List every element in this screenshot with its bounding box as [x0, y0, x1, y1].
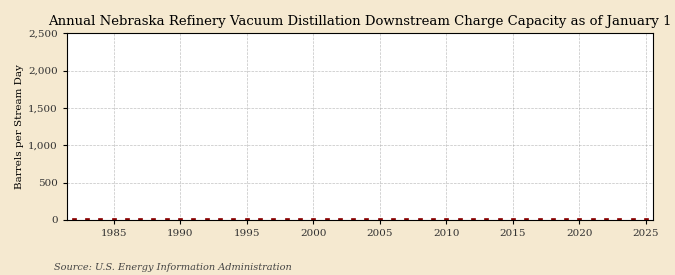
Text: Source: U.S. Energy Information Administration: Source: U.S. Energy Information Administ… — [54, 263, 292, 272]
Title: Annual Nebraska Refinery Vacuum Distillation Downstream Charge Capacity as of Ja: Annual Nebraska Refinery Vacuum Distilla… — [48, 15, 672, 28]
Y-axis label: Barrels per Stream Day: Barrels per Stream Day — [15, 64, 24, 189]
